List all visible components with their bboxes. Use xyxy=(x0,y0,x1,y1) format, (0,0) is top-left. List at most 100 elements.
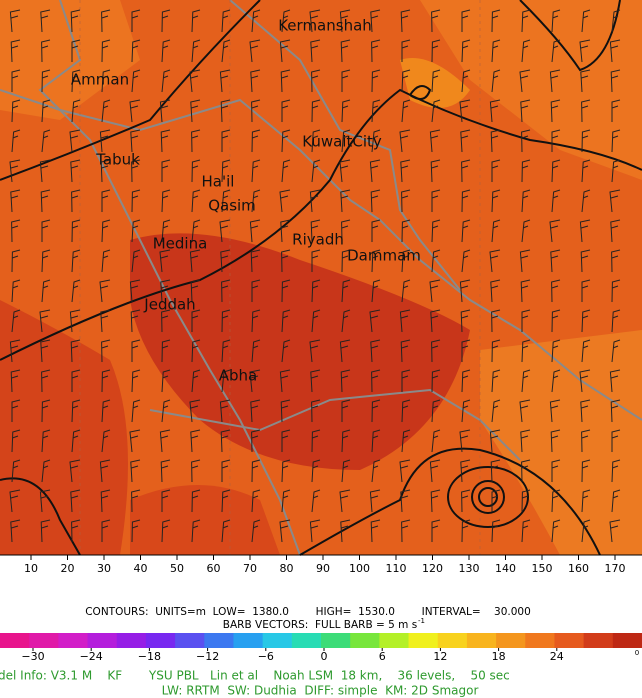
barb xyxy=(101,99,111,123)
barb xyxy=(521,339,531,363)
barb xyxy=(610,399,621,423)
barb xyxy=(461,489,471,513)
barb xyxy=(251,489,261,513)
barb xyxy=(581,309,591,333)
barb xyxy=(369,309,381,333)
barb xyxy=(581,339,591,363)
barb xyxy=(460,309,471,333)
barb xyxy=(461,369,471,393)
barb xyxy=(491,339,501,363)
barb xyxy=(69,129,81,153)
barb xyxy=(551,9,561,33)
barb xyxy=(611,459,621,483)
barb xyxy=(311,129,321,153)
barb xyxy=(340,519,351,543)
barb xyxy=(159,99,171,123)
barb xyxy=(429,129,441,153)
barb xyxy=(519,399,531,423)
barb xyxy=(609,189,621,213)
barb xyxy=(401,69,411,93)
barb xyxy=(399,309,411,333)
barb xyxy=(100,309,111,333)
barb xyxy=(491,189,501,213)
barb xyxy=(611,129,621,153)
city-label: Ha'il xyxy=(202,173,235,191)
barb xyxy=(401,519,411,543)
barb xyxy=(341,219,351,243)
barb xyxy=(221,39,231,63)
barb xyxy=(100,159,111,183)
barb xyxy=(41,219,51,242)
barb xyxy=(131,339,141,362)
barb xyxy=(101,399,111,423)
barb xyxy=(281,249,291,273)
barb xyxy=(340,369,351,393)
barb xyxy=(250,69,261,93)
barb xyxy=(581,429,591,453)
colorbar-label: 0 xyxy=(321,650,328,663)
colorbar-swatch xyxy=(554,633,585,648)
barb xyxy=(340,189,351,213)
barb xyxy=(309,519,321,543)
barb xyxy=(130,129,141,153)
barb xyxy=(281,279,291,303)
x-tick-label: 170 xyxy=(605,562,626,575)
barb xyxy=(251,279,261,302)
barb xyxy=(221,189,231,213)
barb xyxy=(491,369,501,393)
warm-region xyxy=(400,58,470,108)
barb xyxy=(219,399,231,423)
barb xyxy=(459,279,471,303)
barb xyxy=(221,519,231,543)
barb xyxy=(491,309,501,333)
barb xyxy=(71,189,81,213)
barb xyxy=(161,309,171,333)
barb xyxy=(71,69,81,93)
barb xyxy=(101,249,111,273)
x-tick-label: 150 xyxy=(532,562,553,575)
barb xyxy=(159,429,171,453)
warm-region xyxy=(0,0,140,120)
barb xyxy=(581,189,591,213)
barb xyxy=(279,519,291,543)
barb xyxy=(281,159,291,183)
barb xyxy=(10,39,21,63)
barb xyxy=(131,249,141,273)
barb xyxy=(489,249,501,273)
barb xyxy=(71,99,81,123)
barb xyxy=(581,279,591,302)
barb xyxy=(131,519,141,543)
barb xyxy=(310,39,321,63)
x-tick-label: 100 xyxy=(349,562,370,575)
barb xyxy=(401,399,411,423)
hot-region xyxy=(0,300,128,555)
barb xyxy=(161,489,171,512)
barb xyxy=(191,489,201,513)
barb xyxy=(281,429,291,452)
barb xyxy=(39,159,51,183)
barb xyxy=(161,39,171,63)
barb xyxy=(521,459,531,483)
barb xyxy=(71,429,81,453)
barb xyxy=(161,69,171,93)
barb xyxy=(311,99,321,123)
barb xyxy=(430,309,441,333)
barb xyxy=(101,339,111,363)
colorbar-swatch xyxy=(175,633,205,648)
barb xyxy=(521,519,531,543)
barb xyxy=(10,189,21,213)
wind-barbs xyxy=(9,9,621,543)
barb xyxy=(580,399,591,423)
x-tick-label: 160 xyxy=(568,562,589,575)
barb xyxy=(460,459,471,483)
barb xyxy=(369,159,381,183)
barb xyxy=(399,129,411,153)
barb xyxy=(101,429,111,453)
barb xyxy=(309,189,321,213)
barb xyxy=(251,159,261,183)
barb xyxy=(581,99,591,123)
barb xyxy=(489,429,501,453)
warm-region xyxy=(150,0,642,180)
barb xyxy=(581,459,591,483)
